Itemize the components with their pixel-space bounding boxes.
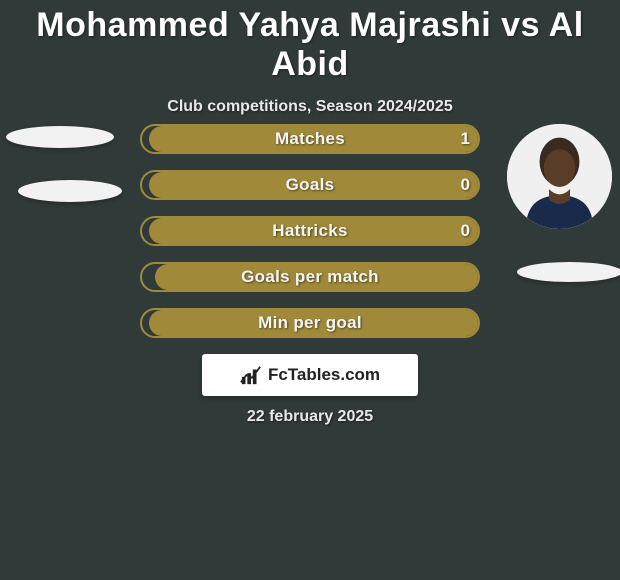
brand-logo: FcTables.com (202, 354, 418, 396)
stat-bar-value-right: 0 (461, 216, 470, 246)
stat-bar-label: Min per goal (140, 308, 480, 338)
page-title: Mohammed Yahya Majrashi vs Al Abid (0, 0, 620, 84)
brand-text: FcTables.com (268, 365, 380, 385)
stat-bar-row: Matches1 (140, 124, 480, 154)
stat-bar-row: Hattricks0 (140, 216, 480, 246)
comparison-bars: Matches1Goals0Hattricks0Goals per matchM… (140, 124, 480, 354)
stat-bar-label: Hattricks (140, 216, 480, 246)
placeholder-ellipse-left-2 (18, 180, 122, 202)
stat-bar-label: Goals (140, 170, 480, 200)
person-silhouette-icon (507, 124, 612, 229)
player-avatar-right (507, 124, 612, 229)
stat-bar-value-right: 1 (461, 124, 470, 154)
stat-bar-row: Goals per match (140, 262, 480, 292)
page-subtitle: Club competitions, Season 2024/2025 (0, 98, 620, 116)
stat-bar-row: Min per goal (140, 308, 480, 338)
stat-bar-label: Goals per match (140, 262, 480, 292)
stat-bar-value-right: 0 (461, 170, 470, 200)
stat-bar-label: Matches (140, 124, 480, 154)
placeholder-ellipse-left-1 (6, 126, 114, 148)
placeholder-ellipse-right-1 (517, 262, 620, 282)
stat-bar-row: Goals0 (140, 170, 480, 200)
bar-chart-icon (240, 364, 262, 386)
footer-date: 22 february 2025 (0, 408, 620, 426)
